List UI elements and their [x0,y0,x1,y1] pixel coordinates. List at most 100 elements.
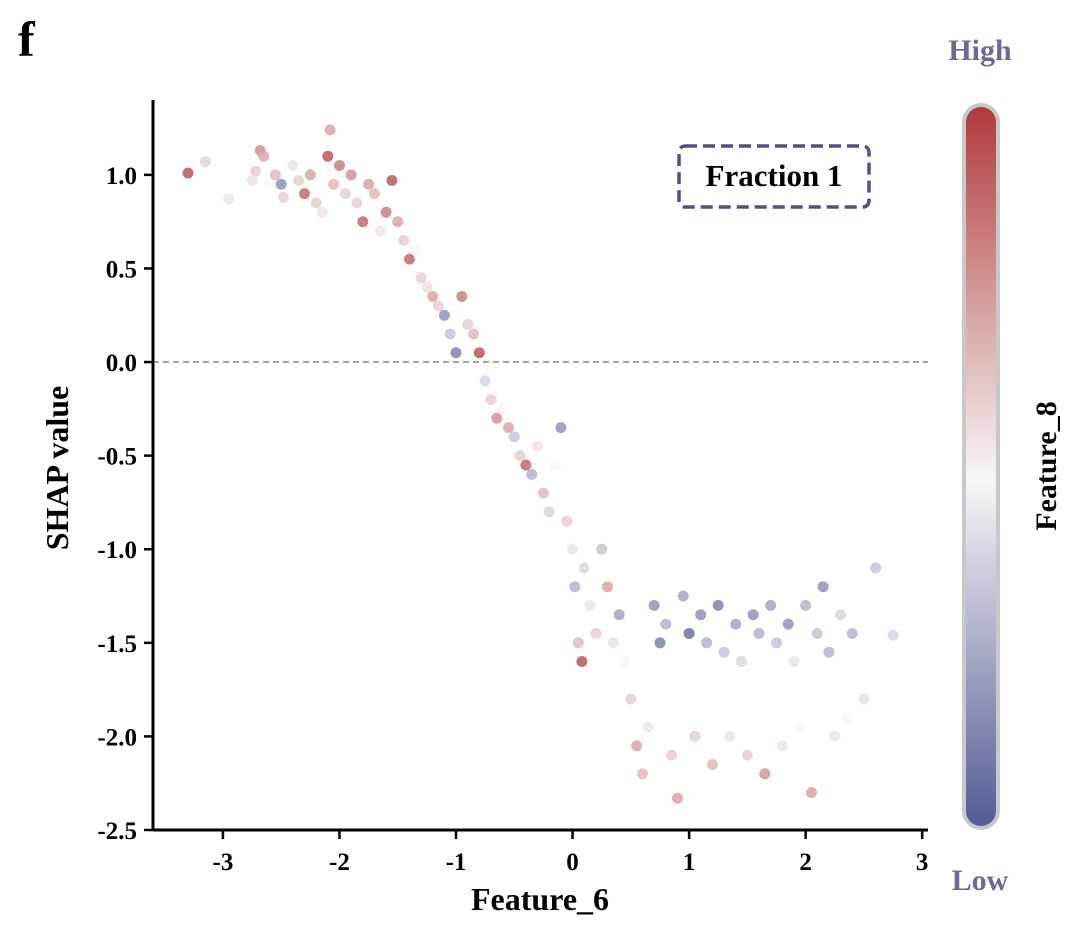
scatter-point [706,759,718,770]
scatter-point [398,234,410,246]
scatter-point [806,787,817,799]
scatter-point [491,412,503,424]
scatter-point [788,656,800,667]
scatter-point [771,637,782,649]
colorbar-low-label: Low [952,864,1009,897]
scatter-point [250,165,262,177]
scatter-point [278,191,289,203]
y-axis-label: SHAP value [39,386,75,550]
scatter-point [747,609,759,621]
scatter-point [514,450,526,462]
x-axis-ticks: -3 -2 -1 0 1 2 3 [213,830,928,876]
scatter-point [794,721,806,733]
scatter-point [485,394,497,405]
scatter-point [811,628,823,639]
scatter-point [328,178,340,190]
scatter-point [345,169,357,181]
annotation-frame [677,144,871,209]
y-tick-label: 1.0 [106,163,137,190]
colorbar-high-label: High [948,34,1012,67]
scatter-point [526,468,538,480]
scatter-points [182,124,899,804]
scatter-point [765,599,777,611]
scatter-point [858,693,870,705]
scatter-point [473,347,485,359]
scatter-point [782,618,794,630]
scatter-point [421,281,433,293]
x-tick-label: -1 [446,849,467,876]
scatter-point [269,169,281,181]
scatter-point [351,197,363,209]
scatter-point [380,206,392,218]
scatter-point [569,581,581,593]
scatter-point [537,487,549,499]
scatter-point [666,749,678,761]
scatter-point [322,150,334,162]
scatter-point [683,628,695,639]
scatter-point [438,309,450,321]
scatter-point [334,160,345,171]
scatter-point [264,176,275,188]
x-tick-label: 1 [683,849,696,876]
scatter-point [660,618,672,630]
scatter-point [363,178,375,190]
scatter-point [199,156,211,168]
scatter-point [532,440,544,452]
y-tick-label: -1.0 [97,537,137,564]
scatter-point [223,193,235,205]
scatter-point [415,272,427,284]
scatter-point [607,637,619,649]
scatter-point [339,188,351,200]
scatter-point [701,637,713,649]
scatter-point [503,422,514,434]
scatter-point [576,656,588,667]
scatter-point [456,291,468,302]
scatter-point [374,225,386,237]
scatter-point [462,319,474,331]
scatter-point [677,590,689,602]
scatter-point [520,459,532,471]
scatter-point [368,188,380,200]
y-tick-label: -2.0 [97,724,137,751]
x-tick-label: 0 [566,849,579,876]
scatter-point [310,197,322,209]
colorbar: High Low Feature_8 [948,34,1063,897]
scatter-point [840,712,852,724]
scatter-point [642,721,654,733]
scatter-point [287,160,299,171]
scatter-point [800,599,812,611]
scatter-point [846,628,858,639]
scatter-point [561,515,573,527]
scatter-point [631,740,643,752]
y-tick-label: -2.5 [97,818,137,845]
scatter-point [386,175,398,186]
scatter-point [555,422,567,434]
scatter-point [444,328,456,340]
scatter-point [299,188,310,200]
scatter-point [433,300,444,312]
scatter-point [625,693,637,705]
scatter-point [619,656,631,667]
scatter-point [759,768,771,780]
y-axis-ticks: -2.5 -2.0 -1.5 -1.0 -0.5 0.0 0.5 1.0 [97,163,153,845]
scatter-point [654,637,666,649]
scatter-point [730,618,742,630]
scatter-point [829,730,841,742]
scatter-point [724,730,736,742]
scatter-point [304,169,316,181]
scatter-point [450,347,462,359]
y-tick-label: 0.0 [106,350,137,377]
scatter-point [695,609,707,621]
scatter-point [324,124,336,136]
scatter-point [357,216,369,228]
scatter-point [648,599,660,611]
scatter-point [258,150,270,162]
scatter-point [182,167,194,179]
scatter-point [392,216,404,228]
scatter-point [275,178,287,190]
colorbar-gradient [966,107,996,826]
y-tick-label: -1.5 [97,631,137,658]
scatter-point [427,291,439,302]
scatter-point [887,629,899,641]
